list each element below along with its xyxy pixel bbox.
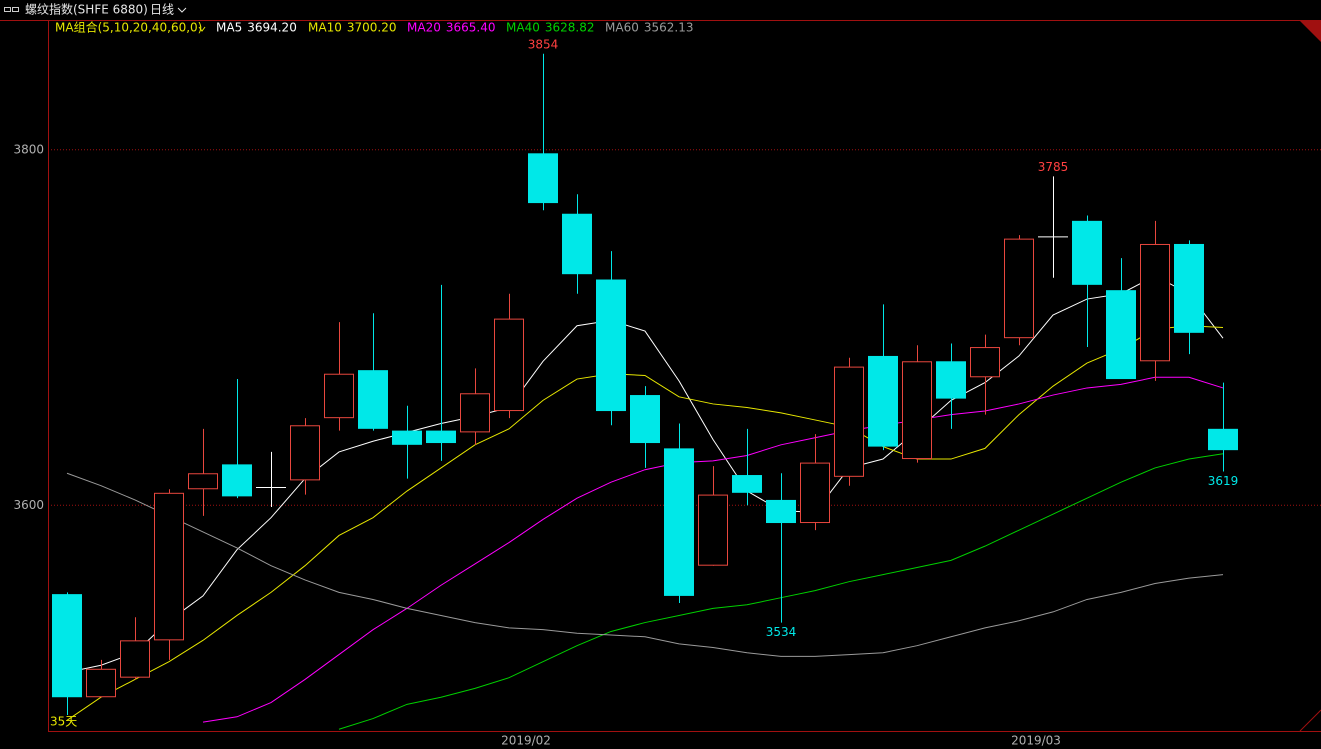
candle-body: [494, 318, 524, 412]
legend-value: 3694.20: [247, 21, 297, 35]
candle-body: [188, 473, 218, 490]
legend-name: MA5: [216, 21, 242, 35]
candle-body: [1208, 428, 1238, 451]
dropdown-chevron[interactable]: [198, 26, 206, 32]
ma-group-label[interactable]: MA组合(5,10,20,40,60,0): [55, 20, 202, 35]
low-annotation: 3619: [1208, 474, 1239, 488]
candle-body: [426, 430, 456, 444]
candle-body: [562, 213, 592, 275]
legend-value: 3562.13: [644, 21, 694, 35]
x-tick-label: 2019/03: [1011, 734, 1061, 748]
candle-body: [868, 355, 898, 447]
candle-body: [52, 594, 82, 698]
candle-body: [290, 425, 320, 481]
candle-body: [120, 640, 150, 678]
ma-line: [66, 275, 1224, 673]
corner-marker: [1300, 21, 1321, 42]
candle-body: [324, 373, 354, 419]
candle-body: [970, 347, 1000, 378]
candle-body: [698, 494, 728, 566]
candle-body: [1072, 220, 1102, 285]
candle-body: [834, 366, 864, 477]
low-annotation: 3534: [766, 625, 797, 639]
ma-line: [66, 472, 1224, 657]
legend-name: MA40: [506, 21, 540, 35]
candle-body: [392, 430, 422, 445]
candle-body: [800, 462, 830, 524]
high-annotation: 3854: [528, 37, 559, 51]
x-tick-label: 2019/02: [501, 734, 551, 748]
corner-marker: [1299, 709, 1321, 732]
candle-body: [936, 361, 966, 399]
high-annotation: 3785: [1038, 160, 1069, 174]
window-title: 螺纹指数(SHFE 6880): [25, 2, 148, 17]
candle-body: [1106, 290, 1136, 380]
ma-line: [202, 376, 1224, 723]
legend-value: 3628.82: [545, 21, 595, 35]
candle-body: [154, 492, 184, 641]
candle-body: [596, 279, 626, 412]
period-selector[interactable]: 日线: [150, 3, 174, 17]
candle-body: [222, 464, 252, 497]
candle-body: [1140, 243, 1170, 362]
legend-name: MA20: [407, 21, 441, 35]
candle-body: [630, 395, 660, 444]
candle-body: [766, 499, 796, 524]
candle-body: [1004, 238, 1034, 339]
candle-body: [86, 668, 116, 698]
legend-value: 3700.20: [347, 21, 397, 35]
candle-body: [358, 370, 388, 429]
candle-body: [1174, 243, 1204, 333]
legend-name: MA60: [605, 21, 639, 35]
ma-line: [66, 325, 1224, 721]
dropdown-chevron[interactable]: [177, 7, 187, 13]
candle-body: [732, 475, 762, 493]
window-icon: [4, 7, 19, 12]
candle-body: [460, 393, 490, 433]
legend-value: 3665.40: [446, 21, 496, 35]
candle-body: [664, 448, 694, 596]
legend-name: MA10: [308, 21, 342, 35]
candle-body: [528, 153, 558, 204]
y-tick-label: 3600: [13, 498, 44, 512]
y-tick-label: 3800: [13, 142, 44, 156]
candle-body: [902, 361, 932, 460]
